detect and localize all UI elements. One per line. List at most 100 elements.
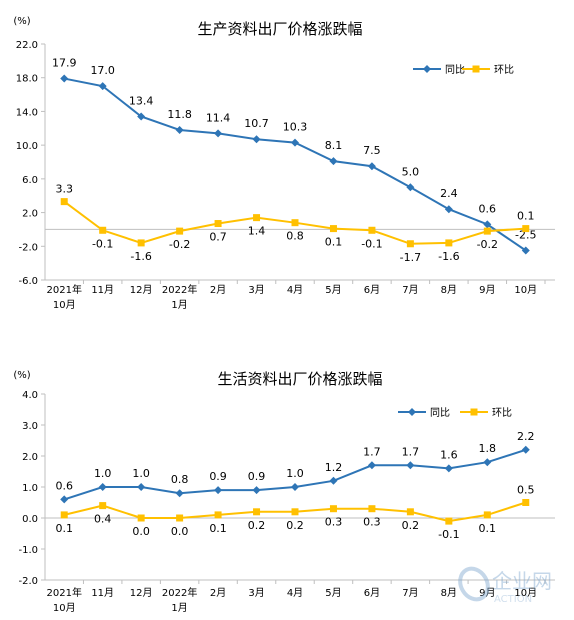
data-label-huanbi: -1.7 (400, 251, 421, 264)
data-label-huanbi: 0.2 (248, 519, 266, 532)
series-point-huanbi (406, 240, 414, 248)
data-label-tongbi: 10.7 (244, 117, 269, 130)
x-tick-label: 10月 (514, 587, 537, 599)
data-label-tongbi: 1.2 (325, 461, 343, 474)
series-point-huanbi (176, 514, 184, 522)
series-point-huanbi (368, 505, 376, 513)
legend-label: 同比 (445, 64, 465, 76)
x-tick-label: 2022年 (162, 283, 197, 296)
x-tick-label-line2: 1月 (171, 299, 187, 311)
series-point-huanbi (406, 508, 414, 516)
data-label-tongbi: 0.9 (248, 470, 266, 483)
x-tick-label-line2: 10月 (53, 299, 76, 311)
series-point-huanbi (329, 505, 337, 513)
watermark-subtext: ACTION (494, 594, 532, 605)
data-label-huanbi: -1.6 (438, 250, 459, 263)
series-point-huanbi (253, 214, 261, 222)
y-tick-label: 18.0 (16, 74, 38, 85)
series-point-huanbi (483, 227, 491, 235)
data-label-huanbi: -0.2 (477, 238, 498, 251)
x-tick-label: 9月 (479, 587, 495, 599)
data-label-huanbi: 0.1 (209, 522, 227, 535)
x-tick-label: 3月 (248, 284, 264, 296)
data-label-huanbi: 0.1 (325, 236, 343, 249)
x-tick-label-line2: 10月 (53, 602, 76, 614)
y-tick-label: -1.0 (18, 545, 38, 556)
series-point-huanbi (483, 511, 491, 519)
data-label-huanbi: -0.1 (361, 237, 382, 250)
y-tick-label: 10.0 (16, 141, 38, 152)
series-point-tongbi (137, 112, 146, 121)
x-tick-label: 2月 (210, 284, 226, 296)
x-tick-label: 9月 (479, 284, 495, 296)
data-label-huanbi: 0.8 (286, 230, 304, 243)
series-point-tongbi (291, 138, 299, 147)
data-label-tongbi: 2.2 (517, 430, 535, 443)
series-point-tongbi (483, 220, 492, 229)
x-tick-label: 11月 (91, 587, 114, 599)
series-point-huanbi (60, 511, 68, 519)
data-label-huanbi: 0.3 (325, 516, 343, 529)
series-point-tongbi (444, 205, 453, 214)
data-label-huanbi: 0.7 (209, 231, 227, 244)
series-point-tongbi (406, 183, 415, 192)
series-point-huanbi (522, 499, 530, 506)
data-label-huanbi: 0.3 (363, 516, 381, 529)
data-label-huanbi: 3.3 (55, 183, 73, 196)
data-label-huanbi: 0.5 (517, 484, 535, 497)
series-point-tongbi (329, 476, 338, 485)
data-label-tongbi: 10.3 (283, 121, 308, 134)
y-unit-label: (%) (13, 16, 30, 27)
data-label-huanbi: 0.4 (94, 513, 112, 526)
y-unit-label: (%) (13, 370, 30, 381)
data-label-tongbi: 17.0 (90, 64, 115, 77)
data-label-tongbi: -2.5 (515, 229, 536, 242)
y-tick-label: 3.0 (22, 421, 38, 432)
data-label-huanbi: 0.0 (171, 525, 189, 538)
data-label-tongbi: 11.8 (167, 108, 192, 121)
data-label-tongbi: 13.4 (129, 94, 154, 107)
y-tick-label: 1.0 (22, 483, 38, 494)
series-point-tongbi (367, 461, 376, 470)
data-label-huanbi: 0.1 (55, 522, 73, 535)
legend-marker-0 (408, 408, 416, 416)
legend-label: 环比 (492, 407, 512, 419)
legend-marker-1 (472, 65, 480, 73)
series-point-tongbi (291, 483, 299, 491)
data-label-tongbi: 1.6 (440, 448, 458, 461)
data-label-huanbi: 0.1 (517, 210, 535, 223)
y-tick-label: 4.0 (22, 390, 38, 401)
series-point-tongbi (521, 445, 530, 454)
series-point-huanbi (214, 220, 222, 228)
series-point-tongbi (483, 458, 492, 467)
series-point-huanbi (60, 198, 68, 206)
series-point-huanbi (291, 219, 299, 227)
x-tick-label: 12月 (130, 587, 153, 599)
data-label-huanbi: -0.1 (92, 237, 113, 250)
data-label-tongbi: 0.9 (209, 470, 227, 483)
series-point-tongbi (521, 246, 530, 255)
x-tick-label: 6月 (364, 284, 380, 296)
series-point-tongbi (137, 483, 146, 491)
series-point-huanbi (329, 225, 337, 233)
data-label-tongbi: 2.4 (440, 187, 458, 200)
series-point-tongbi (252, 486, 261, 495)
data-label-tongbi: 1.7 (402, 445, 420, 458)
series-point-huanbi (368, 226, 376, 234)
y-tick-label: 14.0 (16, 107, 38, 118)
data-label-huanbi: 0.2 (402, 519, 420, 532)
data-label-tongbi: 17.9 (52, 57, 77, 70)
series-point-tongbi (444, 464, 453, 473)
series-point-tongbi (214, 486, 223, 495)
series-point-tongbi (175, 489, 184, 498)
series-point-tongbi (367, 162, 376, 171)
series-point-tongbi (98, 82, 107, 91)
series-point-huanbi (137, 514, 145, 522)
data-label-tongbi: 1.0 (286, 467, 304, 480)
y-tick-label: 0.0 (22, 514, 38, 525)
x-tick-label: 2022年 (162, 586, 197, 599)
series-point-huanbi (253, 508, 261, 516)
data-label-huanbi: -0.1 (438, 528, 459, 541)
series-point-huanbi (99, 226, 107, 234)
